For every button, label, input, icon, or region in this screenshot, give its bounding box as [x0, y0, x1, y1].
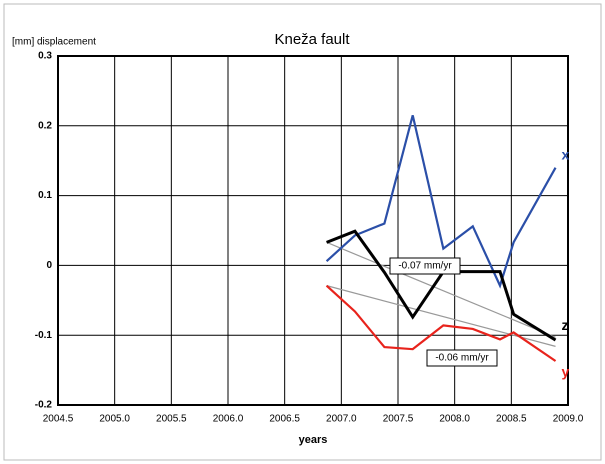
y-axis-label: [mm] displacement: [12, 37, 96, 48]
frame: [3, 3, 602, 461]
x-tick-label: 2007.5: [383, 414, 414, 425]
annotation-box: [389, 257, 461, 275]
series-label: x: [562, 146, 570, 162]
y-tick-label: 0.2: [38, 120, 52, 131]
y-tick-label: 0: [46, 260, 52, 271]
x-axis-label: years: [299, 434, 328, 446]
x-tick-label: 2006.0: [213, 414, 244, 425]
x-tick-label: 2006.5: [269, 414, 300, 425]
x-tick-label: 2007.0: [326, 414, 357, 425]
series-line: [325, 115, 557, 289]
x-tick-label: 2005.5: [156, 414, 187, 425]
annotation-box: [426, 349, 498, 367]
trend-line: [326, 241, 556, 338]
y-tick-label: 0.3: [38, 51, 52, 62]
annotation: -0.07 mm/yr: [398, 261, 452, 272]
y-tick-label: -0.1: [35, 330, 53, 341]
y-tick-label: 0.1: [38, 190, 52, 201]
plot-frame: [57, 55, 569, 406]
series-line: [325, 284, 557, 362]
series-label: y: [562, 364, 570, 380]
annotation: -0.06 mm/yr: [435, 353, 489, 364]
x-tick-label: 2009.0: [553, 414, 584, 425]
y-tick-label: -0.2: [35, 400, 53, 411]
x-tick-label: 2005.0: [99, 414, 130, 425]
series-label: z: [562, 317, 569, 333]
x-tick-label: 2008.0: [439, 414, 470, 425]
x-tick-label: 2008.5: [496, 414, 527, 425]
chart-title: Kneža fault: [274, 31, 350, 48]
x-tick-label: 2004.5: [43, 414, 74, 425]
